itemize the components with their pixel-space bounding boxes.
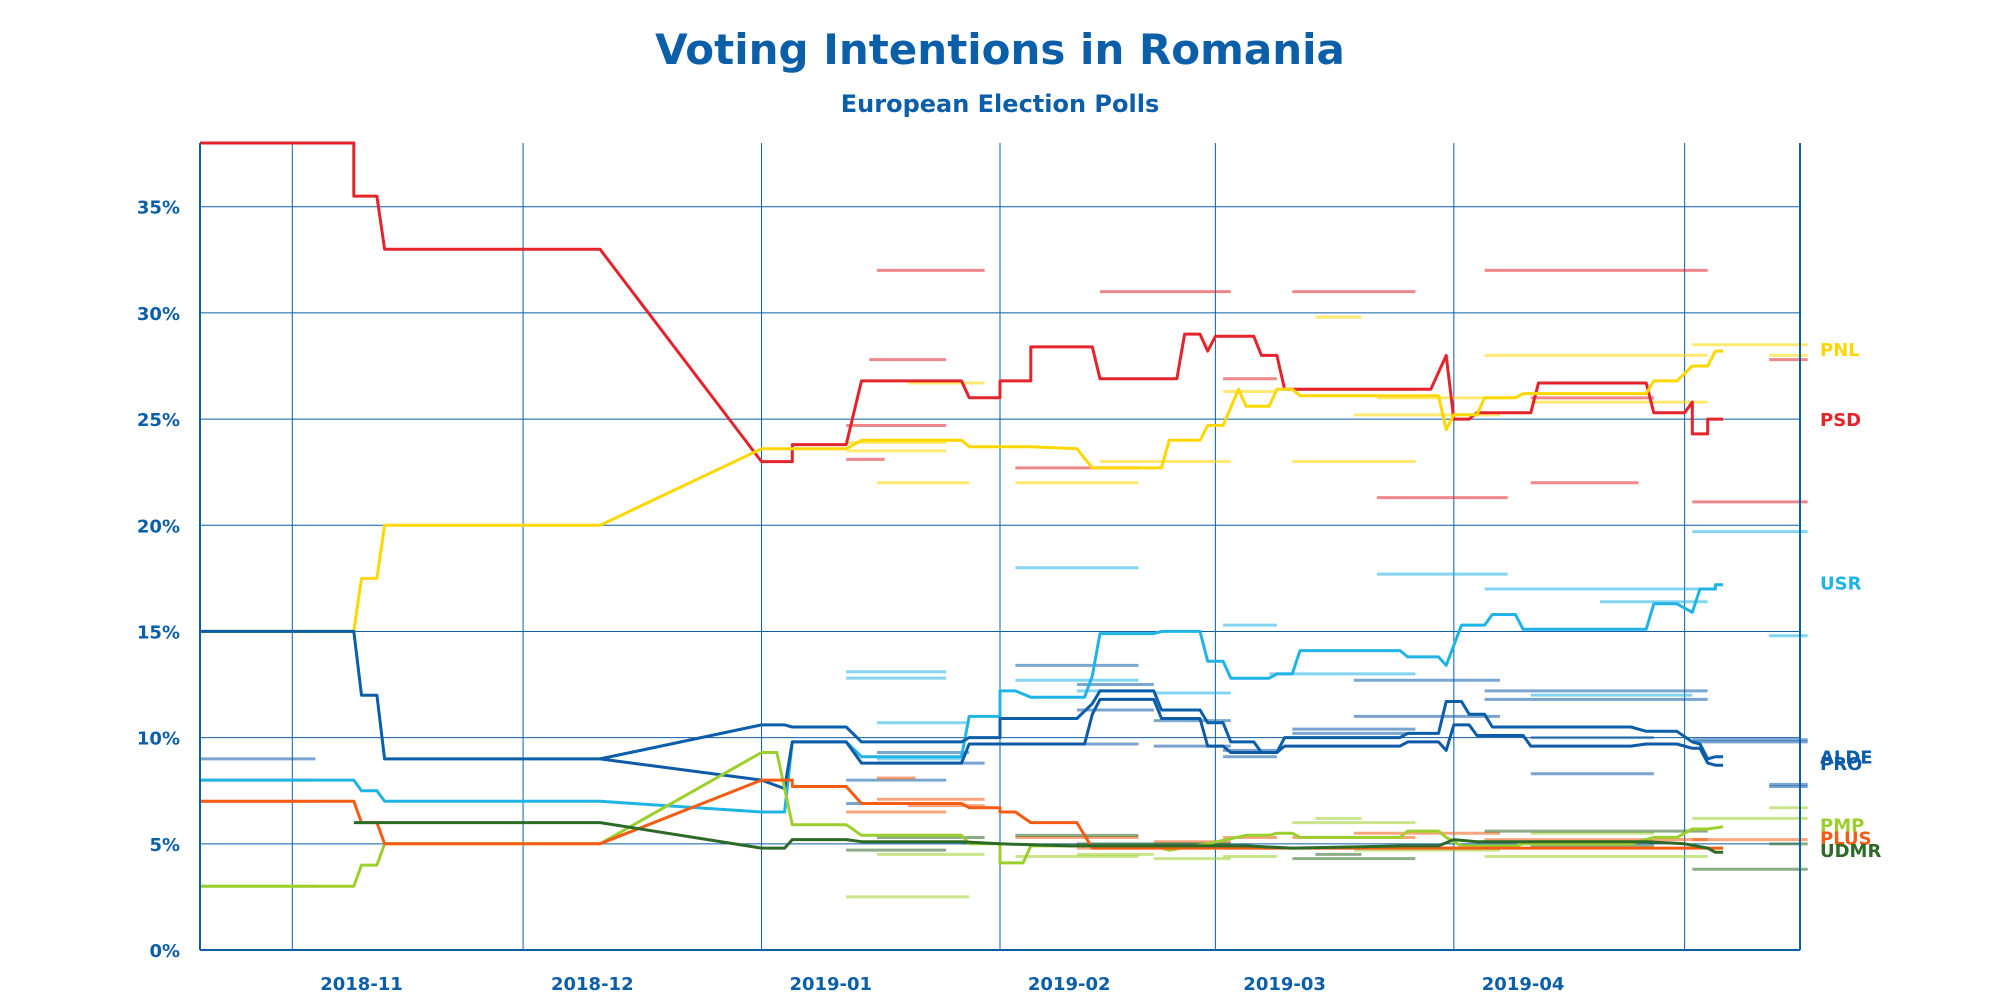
- series-label-udmr: UDMR: [1820, 841, 1881, 862]
- series-label-alde: ALDE: [1820, 748, 1873, 769]
- y-tick-label: 30%: [137, 304, 180, 325]
- x-tick-label: 2019-02: [1028, 974, 1111, 995]
- series-label-pro: PRO: [1820, 754, 1862, 775]
- axes: [199, 143, 1801, 951]
- grid-lines: [200, 143, 1800, 950]
- series-line-pro: [599, 697, 1724, 791]
- series-line-udmr: [353, 821, 1724, 854]
- series-label-usr: USR: [1820, 574, 1862, 595]
- y-tick-label: 20%: [137, 516, 180, 537]
- chart-title: Voting Intentions in Romania: [655, 25, 1345, 74]
- x-tick-label: 2018-11: [320, 974, 403, 995]
- y-tick-label: 15%: [137, 622, 180, 643]
- y-tick-label: 35%: [137, 198, 180, 219]
- y-tick-label: 25%: [137, 410, 180, 431]
- series-line-usr: [200, 583, 1724, 814]
- x-tick-labels: 2018-11 2018-12 2019-01 2019-02 2019-03 2019-…: [320, 974, 1564, 995]
- poll-segments: [200, 141, 1808, 899]
- chart-subtitle: European Election Polls: [841, 90, 1159, 118]
- trend-lines: [200, 141, 1724, 888]
- x-tick-label: 2019-04: [1482, 974, 1565, 995]
- x-tick-label: 2018-12: [551, 974, 634, 995]
- y-tick-label: 5%: [149, 835, 180, 856]
- x-tick-label: 2019-03: [1243, 974, 1326, 995]
- series-line-psd: [200, 141, 1724, 464]
- series-label-pmp: PMP: [1820, 816, 1864, 837]
- series-line-alde: [200, 629, 1724, 761]
- x-tick-label: 2019-01: [789, 974, 872, 995]
- series-line-pmp: [200, 751, 1724, 888]
- series-line-pnl: [200, 349, 1724, 633]
- series-label-pnl: PNL: [1820, 340, 1860, 361]
- series-label-psd: PSD: [1820, 410, 1861, 431]
- y-tick-labels: 0% 5% 10% 15% 20% 25% 30% 35%: [137, 198, 180, 962]
- y-tick-label: 10%: [137, 729, 180, 750]
- y-tick-label: 0%: [149, 941, 180, 962]
- series-label-plus: PLUS: [1820, 828, 1872, 849]
